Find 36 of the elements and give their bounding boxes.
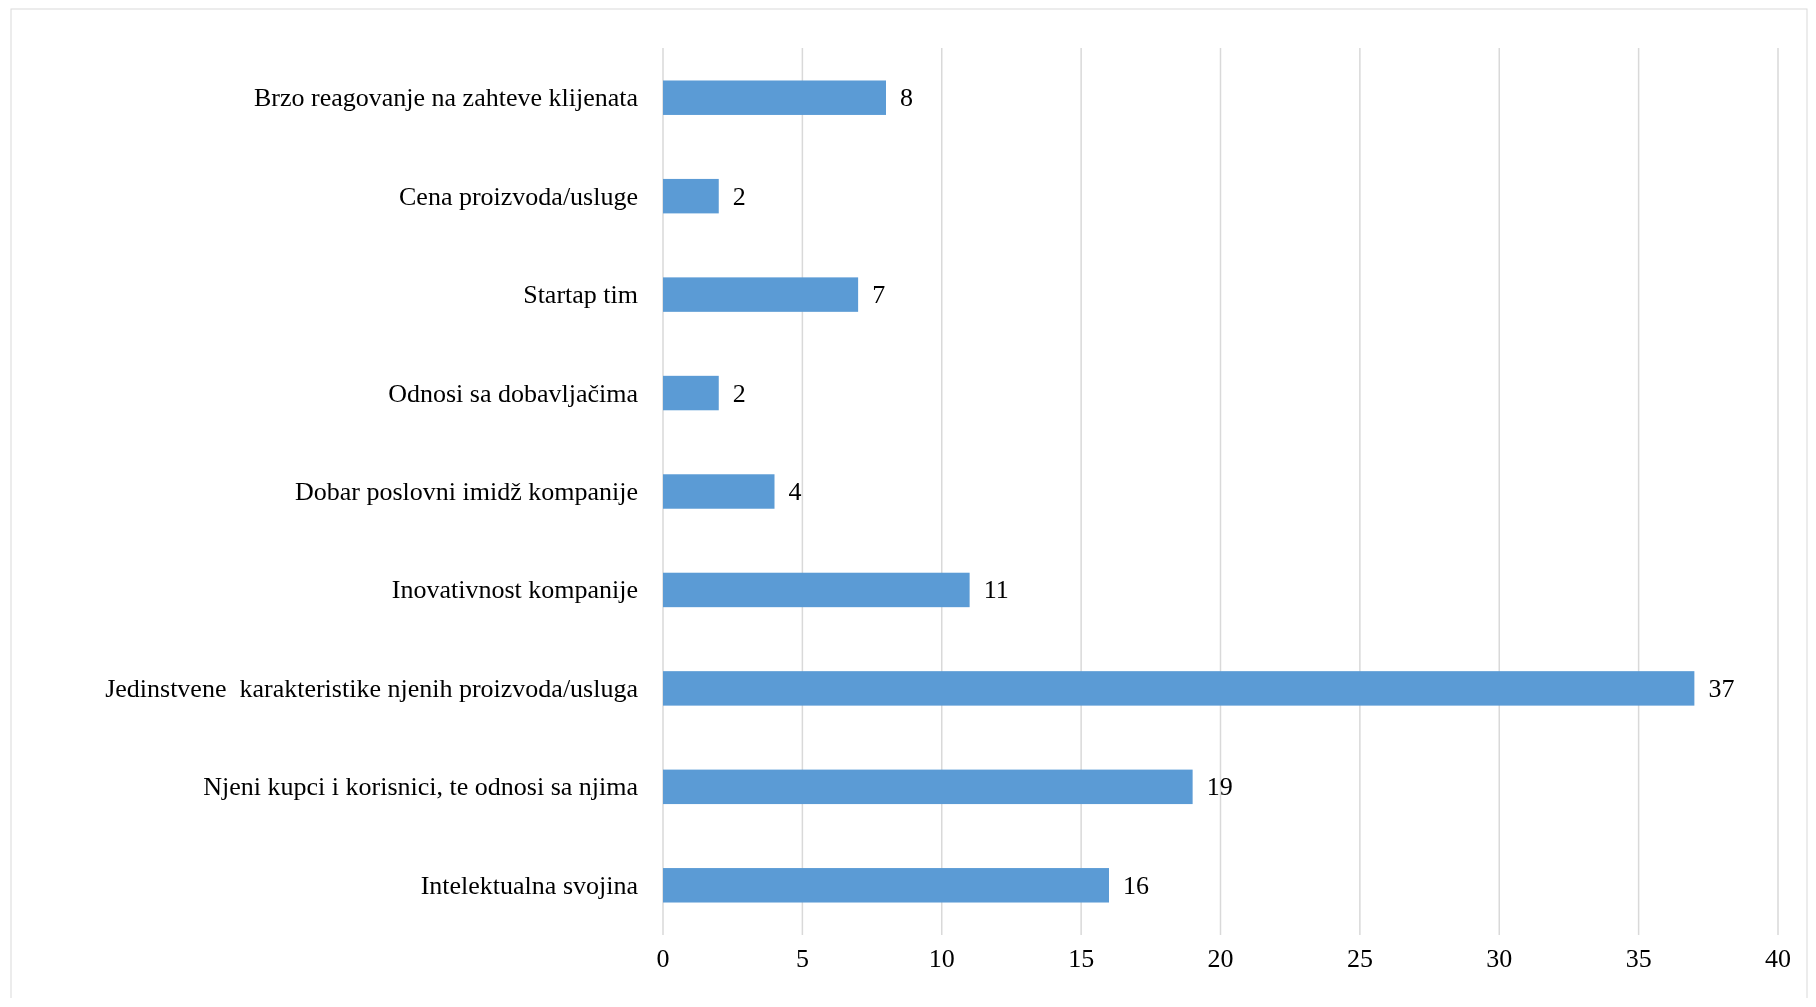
- x-tick-label: 10: [928, 944, 955, 973]
- x-tick-label: 20: [1207, 944, 1234, 973]
- bar: [663, 178, 719, 214]
- y-tick-label: Odnosi sa dobavljačima: [388, 378, 639, 408]
- data-label: 7: [872, 280, 886, 310]
- x-tick-label: 0: [656, 944, 670, 973]
- data-label: 2: [732, 378, 746, 408]
- y-tick-label: Intelektualna svojina: [420, 870, 639, 900]
- bar: [663, 769, 1193, 805]
- data-label: 11: [983, 575, 1009, 605]
- x-tick-label: 15: [1068, 944, 1095, 973]
- x-tick-label: 5: [795, 944, 809, 973]
- x-tick-label: 25: [1346, 944, 1373, 973]
- y-tick-label: Njeni kupci i korisnici, te odnosi sa njima: [203, 772, 639, 802]
- data-label: 19: [1206, 772, 1233, 802]
- data-label: 37: [1708, 673, 1735, 703]
- y-tick-label: Brzo reagovanje na zahteve klijenata: [253, 83, 639, 113]
- data-label: 8: [900, 83, 913, 113]
- y-tick-label: Startap tim: [523, 280, 638, 310]
- bar: [663, 671, 1695, 706]
- y-tick-label: Cena proizvoda/usluge: [399, 181, 638, 211]
- bar: [663, 868, 1109, 903]
- bar: [663, 277, 859, 312]
- x-tick-label: 35: [1625, 944, 1652, 973]
- bar: [663, 80, 886, 115]
- x-tick-label: 30: [1486, 944, 1513, 973]
- bar: [663, 474, 775, 509]
- x-tick-label: 40: [1765, 944, 1791, 973]
- data-label: 16: [1123, 870, 1149, 900]
- bar: [663, 375, 719, 411]
- y-tick-label: Inovativnost kompanije: [391, 575, 638, 605]
- y-tick-label: Jedinstvene karakteristike njenih proizvoda/usluga: [105, 673, 639, 703]
- data-label: 4: [788, 477, 802, 506]
- bar: [663, 572, 970, 608]
- data-label: 2: [732, 181, 746, 211]
- y-tick-label: Dobar poslovni imidž kompanije: [294, 477, 638, 506]
